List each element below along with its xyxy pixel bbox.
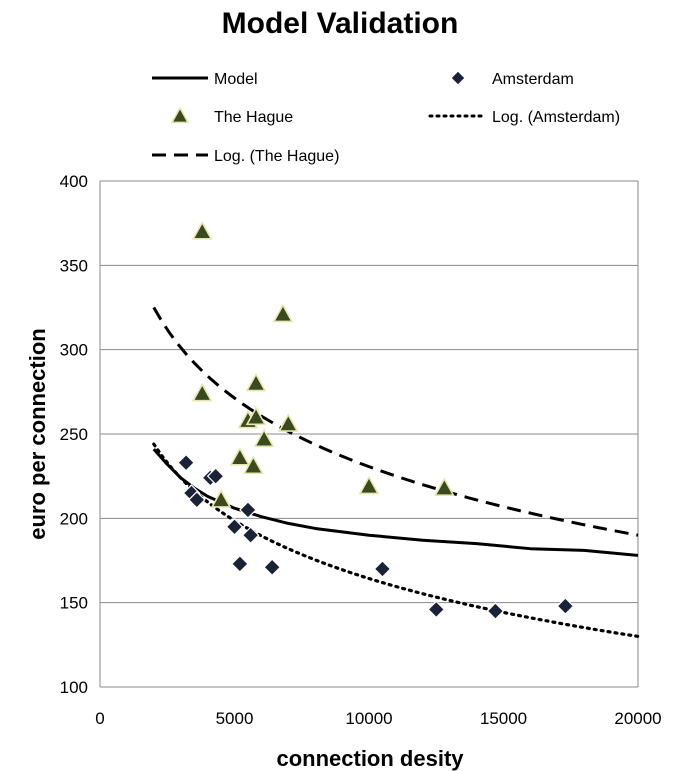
point-amsterdam-0 [177, 453, 195, 472]
point-the-hague-12 [433, 477, 455, 496]
trendline-log-the-hague [152, 306, 639, 537]
legend-label-log-amsterdam: Log. (Amsterdam) [492, 109, 620, 126]
series-lines [152, 306, 640, 639]
point-the-hague-3 [229, 446, 251, 466]
point-amsterdam-7 [239, 501, 257, 519]
legend-swatch-the-hague [170, 106, 190, 124]
point-the-hague-7 [245, 406, 267, 426]
point-the-hague-1 [191, 382, 213, 402]
chart-legend: Model Amsterdam The Hague Log. (Amsterdam) L… [152, 70, 620, 165]
x-tick-label-20000: 20000 [614, 709, 661, 728]
y-tick-label-400: 400 [60, 172, 88, 191]
legend-label-the-hague: The Hague [214, 109, 293, 126]
y-tick-label-100: 100 [60, 678, 88, 697]
point-amsterdam-2 [187, 490, 206, 509]
chart-title: Model Validation [222, 7, 459, 40]
gridlines [100, 180, 638, 604]
legend-label-model: Model [214, 71, 258, 88]
series-points [177, 220, 575, 620]
legend-entry-log-amsterdam: Log. (Amsterdam) [428, 109, 620, 126]
point-amsterdam-5 [225, 517, 244, 536]
x-tick-label-15000: 15000 [480, 709, 527, 728]
y-axis-label: euro per connection [25, 328, 50, 539]
point-the-hague-11 [358, 475, 380, 495]
point-amsterdam-9 [263, 558, 282, 577]
legend-entry-amsterdam: Amsterdam [450, 70, 574, 88]
point-the-hague-2 [210, 489, 232, 508]
x-axis-label: connection desity [276, 746, 464, 771]
y-tick-labels: 100 150 200 250 300 350 400 [60, 172, 88, 697]
point-amsterdam-11 [427, 600, 446, 619]
y-tick-label-300: 300 [60, 341, 88, 360]
y-tick-label-250: 250 [60, 425, 88, 444]
legend-entry-the-hague: The Hague [170, 106, 293, 126]
x-tick-labels: 0 5000 10000 15000 20000 [95, 709, 661, 728]
legend-swatch-amsterdam [450, 70, 466, 86]
point-the-hague-8 [253, 428, 275, 448]
point-amsterdam-13 [556, 597, 575, 615]
point-the-hague-5 [242, 455, 264, 475]
point-the-hague-10 [277, 413, 299, 432]
point-amsterdam-12 [486, 602, 505, 620]
legend-label-amsterdam: Amsterdam [492, 71, 574, 88]
legend-entry-log-the-hague: Log. (The Hague) [152, 148, 339, 165]
legend-label-log-the-hague: Log. (The Hague) [214, 148, 339, 165]
point-the-hague-6 [245, 372, 267, 392]
y-tick-label-350: 350 [60, 256, 88, 275]
y-tick-label-150: 150 [60, 594, 88, 613]
x-tick-label-10000: 10000 [345, 709, 392, 728]
legend-entry-model: Model [152, 71, 258, 88]
point-amsterdam-10 [373, 560, 392, 578]
x-tick-label-0: 0 [95, 709, 104, 728]
point-amsterdam-4 [206, 467, 225, 486]
point-the-hague-9 [272, 303, 294, 323]
axes [99, 181, 639, 688]
point-the-hague-0 [191, 220, 213, 240]
x-tick-label-5000: 5000 [216, 709, 254, 728]
y-tick-label-200: 200 [60, 509, 88, 528]
point-amsterdam-8 [241, 526, 260, 545]
point-amsterdam-6 [231, 555, 249, 573]
